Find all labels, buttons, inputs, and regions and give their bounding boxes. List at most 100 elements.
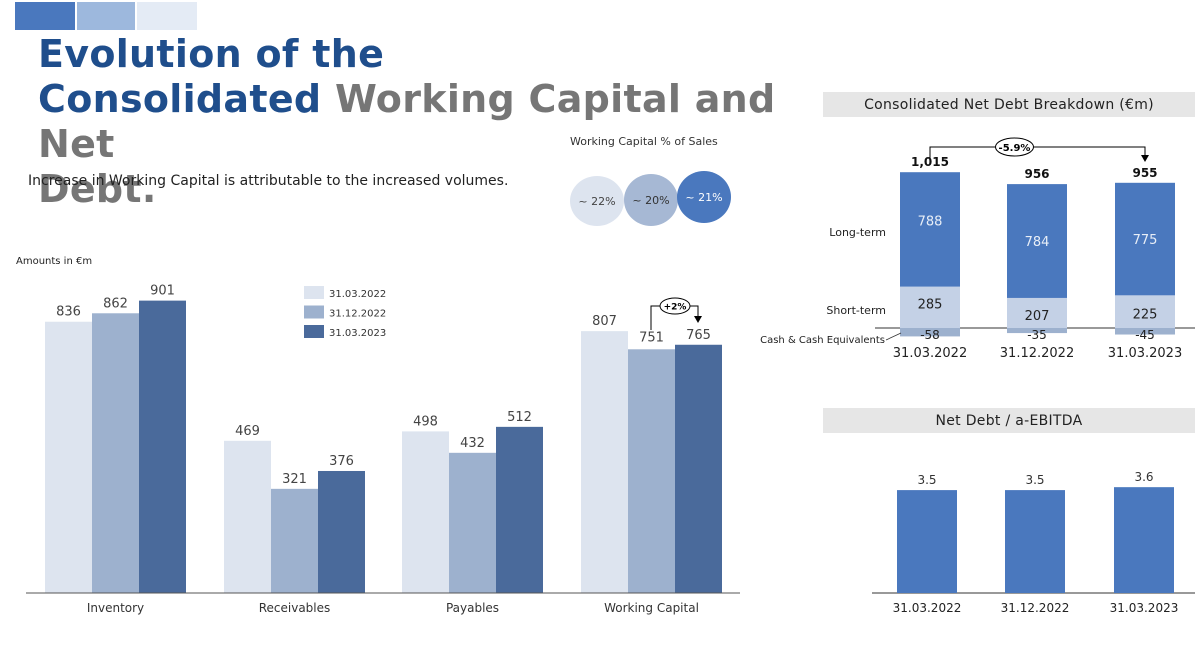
nd-annotation-bubble: [995, 137, 1034, 157]
wc-value-label: 376: [329, 454, 354, 469]
nd-series-label-short-term: Short-term: [826, 304, 886, 317]
ne-bar: [897, 490, 957, 593]
nd-bar-long-term: [900, 172, 960, 287]
header-decor-mid: [77, 2, 135, 30]
nd-label-short-term: 207: [1025, 309, 1050, 324]
ne-value-label: 3.6: [1134, 470, 1153, 484]
wc-bar: [271, 488, 318, 593]
nd-label-long-term: 784: [1025, 235, 1050, 250]
legend-swatch: [304, 286, 324, 299]
wc-value-label: 751: [639, 330, 664, 345]
nd-category-label: 31.03.2022: [893, 346, 967, 361]
nd-bar-cash: [900, 328, 960, 337]
wc-bar: [628, 349, 675, 593]
nd-total-label: 955: [1132, 166, 1157, 180]
wc-pct-label: ~ 22%: [578, 194, 616, 208]
nd-label-cash: -58: [920, 328, 940, 342]
net-debt-breakdown-chart: 788 285 -58 1,015 31.03.2022 784 207 -35 956 31.1…: [760, 137, 1195, 361]
wc-pct-circle-2022-12: ~ 20%: [624, 174, 678, 226]
nd-bar-cash: [1115, 328, 1175, 335]
ne-category-label: 31.03.2022: [893, 601, 962, 615]
wc-bar: [402, 431, 449, 593]
nd-bar-short-term: [900, 286, 960, 328]
wc-pct-circle-2022-03: ~ 22%: [570, 176, 624, 226]
legend-label: 31.12.2022: [329, 309, 386, 320]
nd-bar-cash: [1007, 328, 1067, 334]
wc-bar: [92, 313, 139, 593]
ne-value-label: 3.5: [917, 473, 936, 487]
net-debt-breakdown-title: Consolidated Net Debt Breakdown (€m): [823, 92, 1195, 117]
working-capital-chart: 836 862 901 Inventory 469 321 376 Receivables 49…: [26, 284, 740, 615]
nd-label-long-term: 775: [1133, 233, 1158, 248]
nd-label-cash: -35: [1027, 328, 1047, 342]
title-line1: Evolution of the: [38, 32, 385, 76]
annotation-text: +2%: [664, 303, 687, 313]
nd-series-label-cash: Cash & Cash Equivalents: [760, 335, 885, 346]
wc-value-label: 901: [150, 284, 175, 299]
ne-category-label: 31.03.2023: [1110, 601, 1179, 615]
wc-pct-label: ~ 20%: [632, 193, 670, 207]
wc-category-label: Inventory: [87, 601, 144, 615]
nd-bar-short-term: [1115, 295, 1175, 328]
wc-bar: [449, 452, 496, 593]
wc-value-label: 432: [460, 436, 485, 451]
legend-swatch: [304, 305, 324, 319]
wc-bar: [139, 300, 186, 593]
wc-bar: [224, 440, 271, 593]
wc-value-label: 807: [592, 314, 617, 329]
legend-label: 31.03.2022: [329, 289, 386, 300]
wc-value-label: 765: [686, 328, 711, 343]
nd-label-short-term: 285: [918, 297, 943, 312]
ne-category-label: 31.12.2022: [1001, 601, 1070, 615]
net-debt-ebitda-chart: 3.5 31.03.2022 3.5 31.12.2022 3.6 31.03.2023: [872, 470, 1195, 615]
wc-category-label: Receivables: [259, 601, 331, 615]
wc-value-label: 862: [103, 296, 128, 311]
ne-bar: [1005, 490, 1065, 593]
annotation-bubble: [659, 297, 691, 315]
nd-total-label: 956: [1024, 167, 1049, 181]
wc-category-label: Payables: [446, 601, 499, 615]
wc-pct-circle-2023-03: ~ 21%: [677, 171, 731, 223]
wc-value-label: 321: [282, 472, 307, 487]
nd-label-cash: -45: [1135, 328, 1155, 342]
wc-pct-title: Working Capital % of Sales: [570, 135, 718, 148]
wc-bar: [581, 331, 628, 593]
nd-cash-leader-line: [885, 332, 902, 341]
ne-bar: [1114, 487, 1174, 593]
nd-bar-short-term: [1007, 297, 1067, 328]
nd-annotation-arrowhead: [1141, 155, 1149, 162]
nd-label-long-term: 788: [918, 214, 943, 229]
amounts-label: Amounts in €m: [16, 256, 93, 267]
wc-value-label: 469: [235, 424, 260, 439]
ne-value-label: 3.5: [1025, 473, 1044, 487]
page-title: Evolution of the Consolidated Working Ca…: [38, 32, 838, 212]
nd-bar-long-term: [1115, 182, 1175, 296]
title-line2-gray: Working Capital and Net: [38, 77, 776, 166]
header-decor-light: [137, 2, 197, 30]
wc-value-label: 498: [413, 414, 438, 429]
wc-category-label: Working Capital: [604, 601, 699, 615]
wc-value-label: 836: [56, 305, 81, 320]
nd-total-label: 1,015: [911, 155, 949, 169]
title-line2-blue: Consolidated: [38, 77, 322, 121]
legend-label: 31.03.2023: [329, 328, 386, 339]
wc-bar: [45, 321, 92, 593]
wc-bar: [318, 470, 365, 593]
header-decor-dark: [15, 2, 75, 30]
nd-annotation-text: -5.9%: [999, 143, 1031, 154]
nd-annotation-connector: [929, 146, 1146, 158]
wc-value-label: 512: [507, 410, 532, 425]
wc-pct-label: ~ 21%: [685, 190, 723, 204]
wc-bar: [496, 426, 543, 593]
net-debt-ebitda-title: Net Debt / a-EBITDA: [823, 408, 1195, 433]
nd-series-label-long-term: Long-term: [829, 226, 886, 239]
nd-category-label: 31.12.2022: [1000, 346, 1074, 361]
title-line3-gray: Debt.: [38, 167, 157, 211]
wc-bar: [675, 344, 722, 593]
legend-swatch: [304, 325, 324, 338]
nd-category-label: 31.03.2023: [1108, 346, 1182, 361]
nd-bar-long-term: [1007, 184, 1067, 298]
page-subtitle: Increase in Working Capital is attributa…: [28, 173, 509, 189]
annotation-arrowhead: [694, 316, 702, 323]
nd-label-short-term: 225: [1133, 308, 1158, 323]
